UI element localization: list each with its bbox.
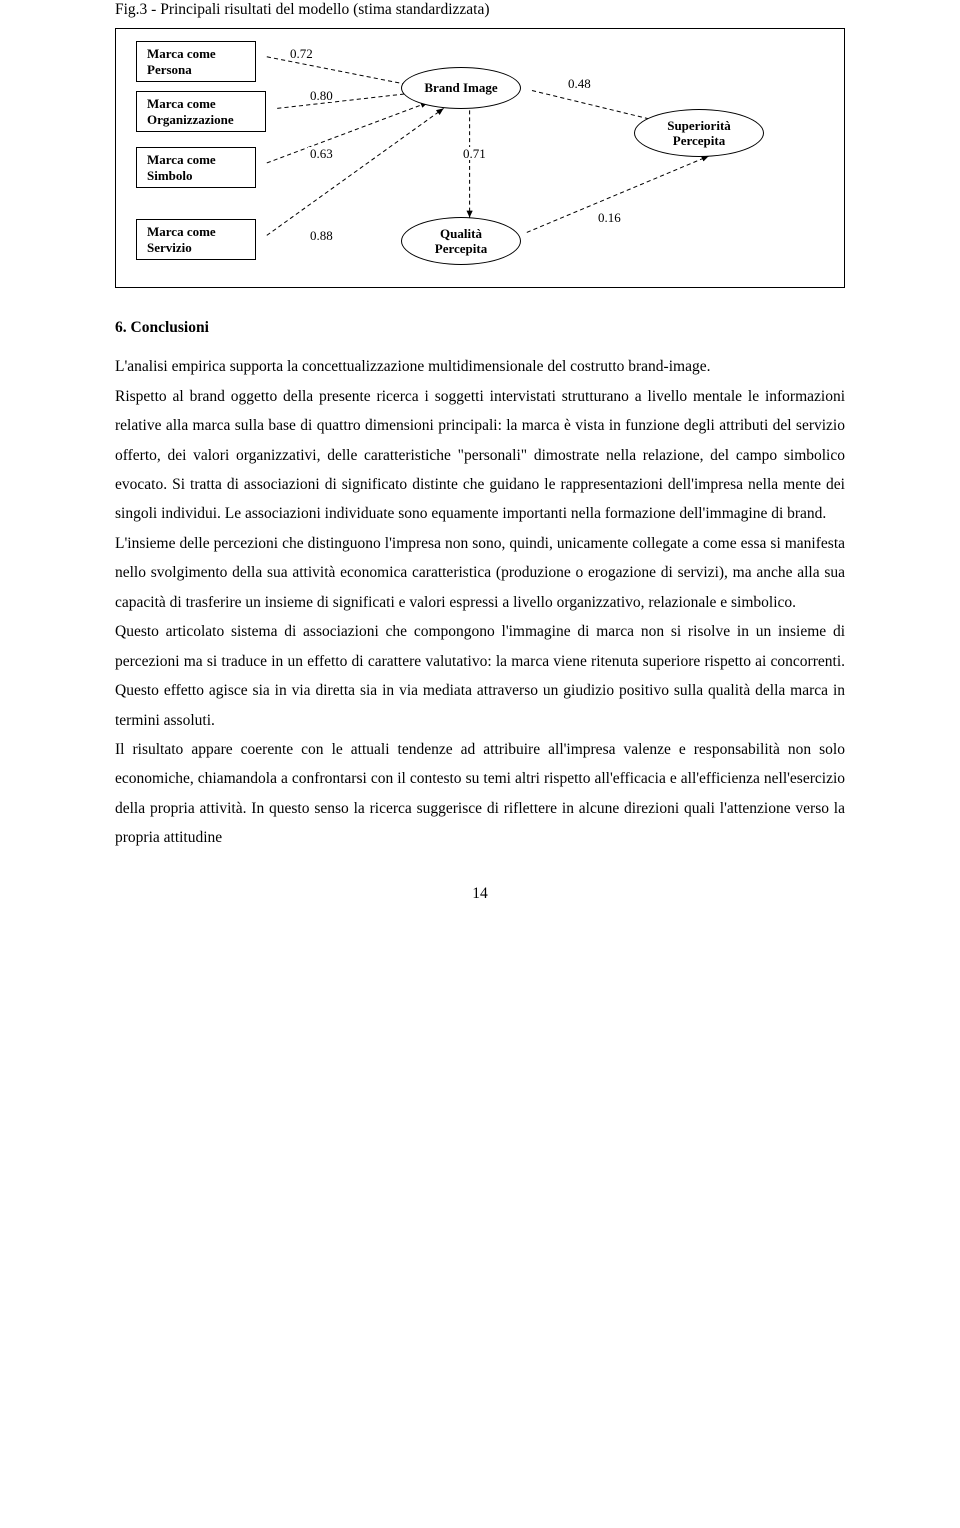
edge-label-persona: 0.72 — [288, 47, 315, 60]
paragraph-5: Il risultato appare coerente con le attu… — [115, 735, 845, 853]
node-persona: Marca comePersona — [136, 41, 256, 82]
paragraph-1: L'analisi empirica supporta la concettua… — [115, 352, 845, 381]
paragraph-3: L'insieme delle percezioni che distinguo… — [115, 529, 845, 617]
paragraph-4: Questo articolato sistema di associazion… — [115, 617, 845, 735]
node-organizzazione: Marca comeOrganizzazione — [136, 91, 266, 132]
edge-label-simbolo: 0.63 — [308, 147, 335, 160]
edge-label-bi-qualita: 0.71 — [461, 147, 488, 160]
section-heading: 6. Conclusioni — [115, 318, 845, 338]
figure-caption: Fig.3 - Principali risultati del modello… — [115, 0, 845, 20]
page-number: 14 — [115, 879, 845, 908]
node-simbolo: Marca comeSimbolo — [136, 147, 256, 188]
paragraph-2: Rispetto al brand oggetto della presente… — [115, 382, 845, 529]
edge-label-organizzazione: 0.80 — [308, 89, 335, 102]
edge-label-bi-superiorita: 0.48 — [566, 77, 593, 90]
node-brand-image: Brand Image — [401, 67, 521, 109]
model-diagram: Marca comePersona Marca comeOrganizzazio… — [115, 28, 845, 288]
edge-label-servizio: 0.88 — [308, 229, 335, 242]
node-qualita: QualitàPercepita — [401, 217, 521, 265]
edge-label-qualita-superiorita: 0.16 — [596, 211, 623, 224]
node-superiorita: SuperioritàPercepita — [634, 109, 764, 157]
node-servizio: Marca comeServizio — [136, 219, 256, 260]
